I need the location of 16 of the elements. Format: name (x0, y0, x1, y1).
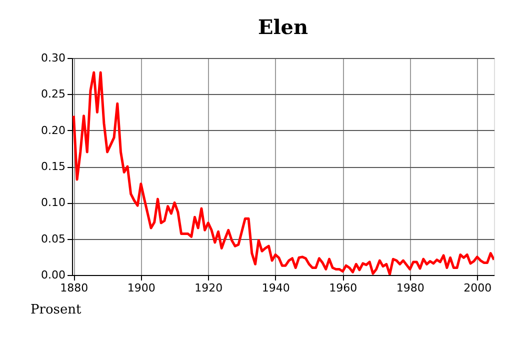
y-tick-label: 0.10 (41, 196, 66, 210)
x-tick-label: 1960 (329, 282, 358, 294)
y-axis-title: Prosent (30, 302, 82, 318)
y-tick-label: 0.15 (41, 160, 66, 173)
y-tick-label: 0.00 (41, 268, 66, 282)
y-tick-label: 0.05 (41, 232, 66, 246)
chart-title: Elen (258, 15, 309, 39)
y-tick-label: 0.25 (41, 88, 66, 101)
x-tick-label: 1920 (194, 282, 223, 294)
x-tick-label: 1940 (262, 282, 290, 294)
y-tick-label: 0.30 (41, 52, 66, 64)
x-tick-label: 1900 (127, 282, 156, 294)
x-tick-label: 1880 (60, 282, 88, 294)
x-tick-label: 2000 (464, 282, 492, 294)
y-tick-label: 0.20 (41, 124, 66, 137)
x-tick-label: 1980 (396, 282, 424, 294)
